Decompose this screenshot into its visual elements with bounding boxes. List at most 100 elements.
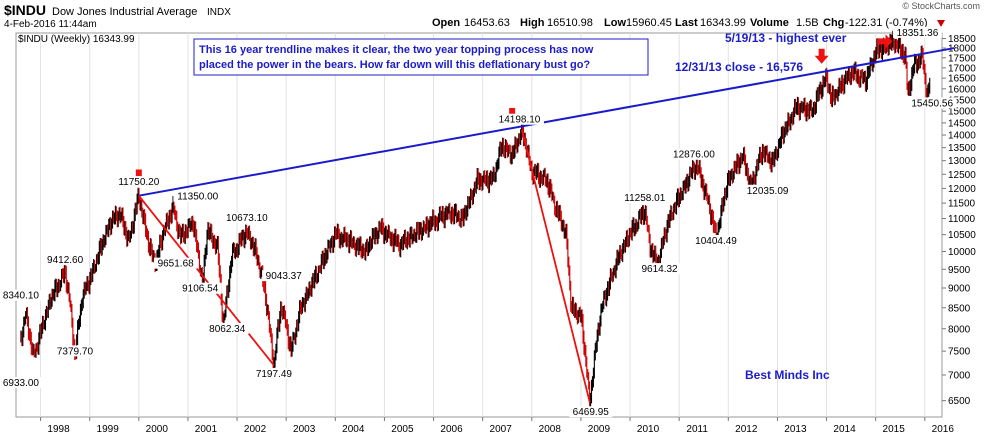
- y-tick-label: 11500: [948, 199, 976, 210]
- price-label: 10673.10: [226, 213, 268, 224]
- x-tick-label: 2004: [342, 424, 365, 435]
- high-value: 16510.98: [547, 17, 593, 29]
- price-label-bg: [252, 367, 296, 379]
- y-tick-label: 16500: [948, 74, 976, 85]
- price-label: 9106.54: [182, 284, 219, 295]
- price-label-bg: [907, 97, 957, 109]
- price-label-bg: [0, 377, 43, 389]
- price-label-bg: [495, 113, 544, 125]
- price-label-bg: [205, 322, 249, 334]
- arrow-marker: [877, 34, 893, 49]
- x-axis: 1998 1999 2000 2001 2002 2003 2004 2005 2006 2007…: [40, 417, 955, 435]
- series-legend: $INDU (Weekly) 16343.99: [18, 34, 135, 45]
- y-tick-label: 15000: [948, 107, 976, 118]
- annotation-line-1: This 16 year trendline makes it clear, t…: [199, 44, 594, 56]
- y-tick-label: 10000: [948, 247, 976, 258]
- decline-line: [138, 195, 275, 366]
- last-value: 16343.99: [700, 17, 746, 29]
- last-label: Last: [675, 17, 698, 29]
- symbol-title: $INDU: [4, 2, 46, 18]
- x-tick-label: 2006: [440, 424, 463, 435]
- y-tick-label: 7500: [948, 347, 971, 358]
- price-label: 6933.00: [3, 378, 40, 389]
- y-tick-label: 8500: [948, 303, 971, 314]
- down-triangle-icon: [937, 20, 945, 27]
- price-label: 14198.10: [499, 115, 541, 126]
- price-label-bg: [569, 406, 613, 418]
- price-label: 6469.95: [573, 407, 610, 418]
- x-tick-label: 2012: [735, 424, 758, 435]
- price-label-bg: [637, 263, 682, 275]
- y-tick-label: 8000: [948, 324, 971, 335]
- credit-text: Best Minds Inc: [745, 368, 830, 382]
- price-label-bg: [620, 192, 670, 204]
- y-tick-label: 13000: [948, 156, 976, 167]
- y-tick-label: 7000: [948, 370, 971, 381]
- index-name: Dow Jones Industrial Average: [52, 6, 197, 18]
- price-label-bg: [114, 176, 164, 188]
- x-tick-label: 2001: [195, 424, 218, 435]
- price-label: 9651.68: [158, 259, 195, 270]
- chg-label: Chg: [823, 17, 844, 29]
- y-tick-label: 6500: [948, 396, 971, 407]
- low-label: Low: [604, 17, 626, 29]
- price-label: 8062.34: [209, 324, 246, 335]
- price-label: 7197.49: [256, 369, 293, 380]
- x-tick-label: 2010: [637, 424, 660, 435]
- y-tick-label: 17500: [948, 53, 976, 64]
- watermark: © StockCharts.com: [902, 1, 980, 11]
- y-axis: 6500 7000 7500 8000 8500 9000 9500 10000 10500 11…: [942, 34, 976, 407]
- trendline: [138, 47, 955, 197]
- price-label-bg: [0, 289, 43, 301]
- chg-value: -122.31 (-0.74%): [845, 17, 928, 29]
- price-label-bg: [53, 345, 97, 357]
- x-tick-label: 2002: [244, 424, 267, 435]
- price-label-bg: [178, 282, 222, 294]
- decline-line: [521, 129, 591, 403]
- y-tick-label: 17000: [948, 63, 976, 74]
- y-tick-label: 14500: [948, 118, 976, 129]
- y-tick-label: 9500: [948, 265, 971, 276]
- open-label: Open: [432, 17, 460, 29]
- annotation-box: [193, 38, 649, 76]
- y-tick-label: 9000: [948, 283, 971, 294]
- highest-ever-note: 5/19/13 - highest ever: [725, 31, 847, 45]
- x-tick-label: 2007: [490, 424, 513, 435]
- y-tick-label: 12000: [948, 184, 976, 195]
- y-tick-label: 15500: [948, 95, 976, 106]
- open-value: 16453.63: [464, 17, 510, 29]
- x-tick-label: 2009: [588, 424, 611, 435]
- low-value: 15960.45: [626, 17, 672, 29]
- exchange-label: INDX: [207, 7, 231, 18]
- x-tick-label: 2008: [539, 424, 562, 435]
- price-label: 11350.00: [177, 192, 218, 203]
- price-label-bg: [222, 212, 272, 224]
- y-tick-label: 11000: [948, 214, 976, 225]
- price-label: 7379.70: [57, 346, 94, 357]
- x-tick-label: 2011: [686, 424, 708, 435]
- price-label: 12035.09: [747, 186, 789, 197]
- price-label: 11258.01: [624, 193, 665, 204]
- volume-label: Volume: [750, 17, 789, 29]
- plot-frame: [15, 32, 943, 418]
- price-label-bg: [669, 148, 719, 160]
- y-tick-label: 10500: [948, 230, 976, 241]
- x-tick-label: 2003: [293, 424, 316, 435]
- price-label: 11750.20: [118, 177, 159, 188]
- x-tick-label: 1998: [47, 424, 70, 435]
- x-tick-label: 2000: [146, 424, 169, 435]
- price-label: 9043.37: [266, 271, 303, 282]
- price-label-bg: [893, 26, 942, 38]
- price-label-bg: [154, 257, 198, 269]
- datetime: 4-Feb-2016 11:44am: [4, 19, 97, 30]
- y-tick-label: 18000: [948, 44, 976, 55]
- price-label-bg: [691, 234, 741, 246]
- price-label: 9412.60: [47, 255, 84, 266]
- x-tick-label: 2016: [932, 424, 955, 435]
- x-tick-label: 2015: [883, 424, 906, 435]
- x-tick-label: 1999: [97, 424, 120, 435]
- y-tick-label: 16000: [948, 84, 976, 95]
- price-label: 10404.49: [695, 236, 737, 247]
- volume-value: 1.5B: [796, 17, 819, 29]
